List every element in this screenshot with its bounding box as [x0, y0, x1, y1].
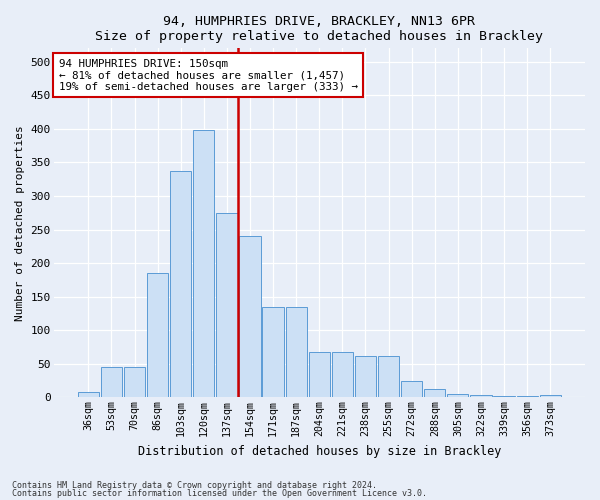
Bar [470, 396, 491, 398]
Bar [193, 130, 214, 398]
Bar [332, 352, 353, 398]
Bar [378, 356, 399, 398]
Text: 94 HUMPHRIES DRIVE: 150sqm
← 81% of detached houses are smaller (1,457)
19% of s: 94 HUMPHRIES DRIVE: 150sqm ← 81% of deta… [59, 59, 358, 92]
Bar [216, 213, 238, 398]
Title: 94, HUMPHRIES DRIVE, BRACKLEY, NN13 6PR
Size of property relative to detached ho: 94, HUMPHRIES DRIVE, BRACKLEY, NN13 6PR … [95, 15, 543, 43]
Y-axis label: Number of detached properties: Number of detached properties [15, 125, 25, 320]
Bar [401, 380, 422, 398]
Bar [170, 170, 191, 398]
Bar [308, 352, 330, 398]
Text: Contains public sector information licensed under the Open Government Licence v3: Contains public sector information licen… [12, 489, 427, 498]
Bar [355, 356, 376, 398]
Bar [447, 394, 469, 398]
Bar [101, 366, 122, 398]
Bar [493, 396, 515, 398]
Bar [262, 307, 284, 398]
Bar [239, 236, 260, 398]
X-axis label: Distribution of detached houses by size in Brackley: Distribution of detached houses by size … [137, 444, 501, 458]
Bar [539, 396, 561, 398]
Bar [286, 307, 307, 398]
Bar [124, 366, 145, 398]
Bar [78, 392, 99, 398]
Bar [517, 396, 538, 398]
Bar [424, 388, 445, 398]
Text: Contains HM Land Registry data © Crown copyright and database right 2024.: Contains HM Land Registry data © Crown c… [12, 480, 377, 490]
Bar [147, 273, 168, 398]
